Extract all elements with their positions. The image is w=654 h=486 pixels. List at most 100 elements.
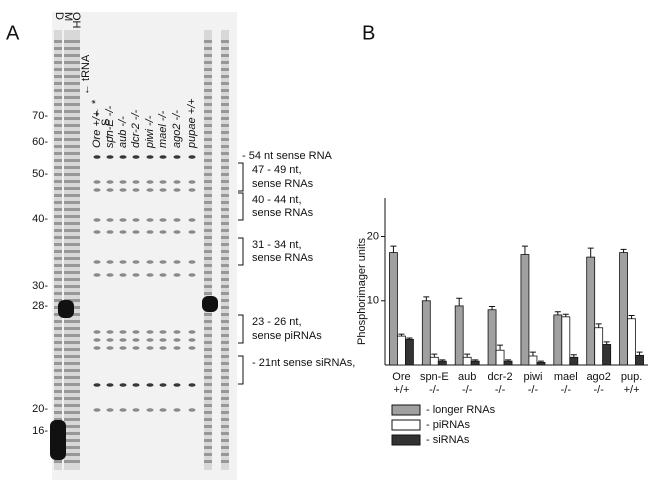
gel-band <box>221 201 229 204</box>
gel-band <box>204 369 212 372</box>
gel-band <box>54 89 62 92</box>
x-tick-label: +/+ <box>624 384 640 396</box>
panel-b-label: B <box>362 22 375 44</box>
x-tick-label: -/- <box>528 384 539 396</box>
gel-band <box>64 145 72 148</box>
gel-band <box>54 404 62 407</box>
gel-band <box>132 155 140 159</box>
gel-band <box>54 362 62 365</box>
gel-band <box>132 218 140 222</box>
gel-band <box>146 260 154 264</box>
bar <box>454 305 464 366</box>
error-bar <box>603 341 610 345</box>
gel-band <box>221 383 229 386</box>
x-tick-label: spn-E <box>420 371 449 383</box>
error-bar <box>439 359 446 362</box>
gel-band <box>64 159 72 162</box>
bracket <box>238 162 244 192</box>
gel-band <box>159 230 167 234</box>
gel-band <box>204 243 212 246</box>
gel-band <box>106 346 114 350</box>
gel-band <box>221 299 229 302</box>
y-tick-label: 10 <box>367 295 379 307</box>
gel-band <box>106 338 114 342</box>
gel-band <box>54 243 62 246</box>
gel-band <box>72 355 80 358</box>
gel-band <box>72 68 80 71</box>
gel-band <box>221 138 229 141</box>
gel-band <box>204 397 212 400</box>
gel-band <box>119 383 127 387</box>
bar <box>586 256 596 366</box>
gel-band <box>93 346 101 350</box>
bar <box>503 360 513 366</box>
gel-band <box>54 47 62 50</box>
gel-band <box>58 300 74 318</box>
gel-band <box>221 68 229 71</box>
gel-band <box>93 383 101 387</box>
gel-band <box>64 257 72 260</box>
gel-band <box>146 218 154 222</box>
gel-band <box>72 103 80 106</box>
gel-band <box>119 260 127 264</box>
bar <box>635 354 644 366</box>
gel-band <box>72 89 80 92</box>
gel-band <box>64 411 72 414</box>
arrow-label: ← tRNA <box>80 54 92 95</box>
gel-band <box>221 432 229 435</box>
bar <box>561 316 571 366</box>
gel-band <box>54 145 62 148</box>
gel-band <box>204 215 212 218</box>
gel-band <box>221 376 229 379</box>
gel-band <box>159 383 167 387</box>
error-bar <box>587 247 594 258</box>
lane-label: spn-E -/- <box>104 105 116 148</box>
gel-band <box>72 54 80 57</box>
bracket <box>238 355 244 385</box>
size-marker: 60- <box>32 136 48 148</box>
gel-band <box>221 103 229 106</box>
gel-band <box>106 260 114 264</box>
gel-band <box>173 338 181 342</box>
gel-band <box>72 439 80 442</box>
gel-band <box>221 159 229 162</box>
gel-band <box>54 173 62 176</box>
lane-label: mael -/- <box>157 110 169 148</box>
gel-band <box>72 425 80 428</box>
error-bar <box>529 351 536 357</box>
error-bar <box>406 337 413 340</box>
gel-band <box>204 201 212 204</box>
gel-band <box>204 82 212 85</box>
gel-band <box>146 408 154 412</box>
gel-band <box>119 218 127 222</box>
size-marker: 40- <box>32 213 48 225</box>
gel-band <box>54 278 62 281</box>
bracket <box>238 314 244 344</box>
gel-band <box>221 306 229 309</box>
gel-band <box>64 439 72 442</box>
gel-band <box>132 408 140 412</box>
gel-band <box>54 376 62 379</box>
gel-band <box>72 383 80 386</box>
gel-band <box>64 355 72 358</box>
bar <box>495 349 505 366</box>
gel-band <box>54 327 62 330</box>
gel-band <box>204 138 212 141</box>
gel-band <box>188 218 196 222</box>
gel-band <box>221 362 229 365</box>
gel-band <box>72 348 80 351</box>
x-tick-label: pup. <box>621 371 642 383</box>
gel-band <box>72 404 80 407</box>
gel-band <box>204 257 212 260</box>
gel-band <box>188 260 196 264</box>
gel-band <box>221 110 229 113</box>
gel-band <box>221 390 229 393</box>
x-tick-label: -/- <box>462 384 473 396</box>
gel-band <box>146 338 154 342</box>
gel-band <box>72 187 80 190</box>
gel-band <box>64 89 72 92</box>
gel-band <box>54 117 62 120</box>
gel-band <box>221 89 229 92</box>
gel-band <box>64 348 72 351</box>
gel-band <box>72 390 80 393</box>
